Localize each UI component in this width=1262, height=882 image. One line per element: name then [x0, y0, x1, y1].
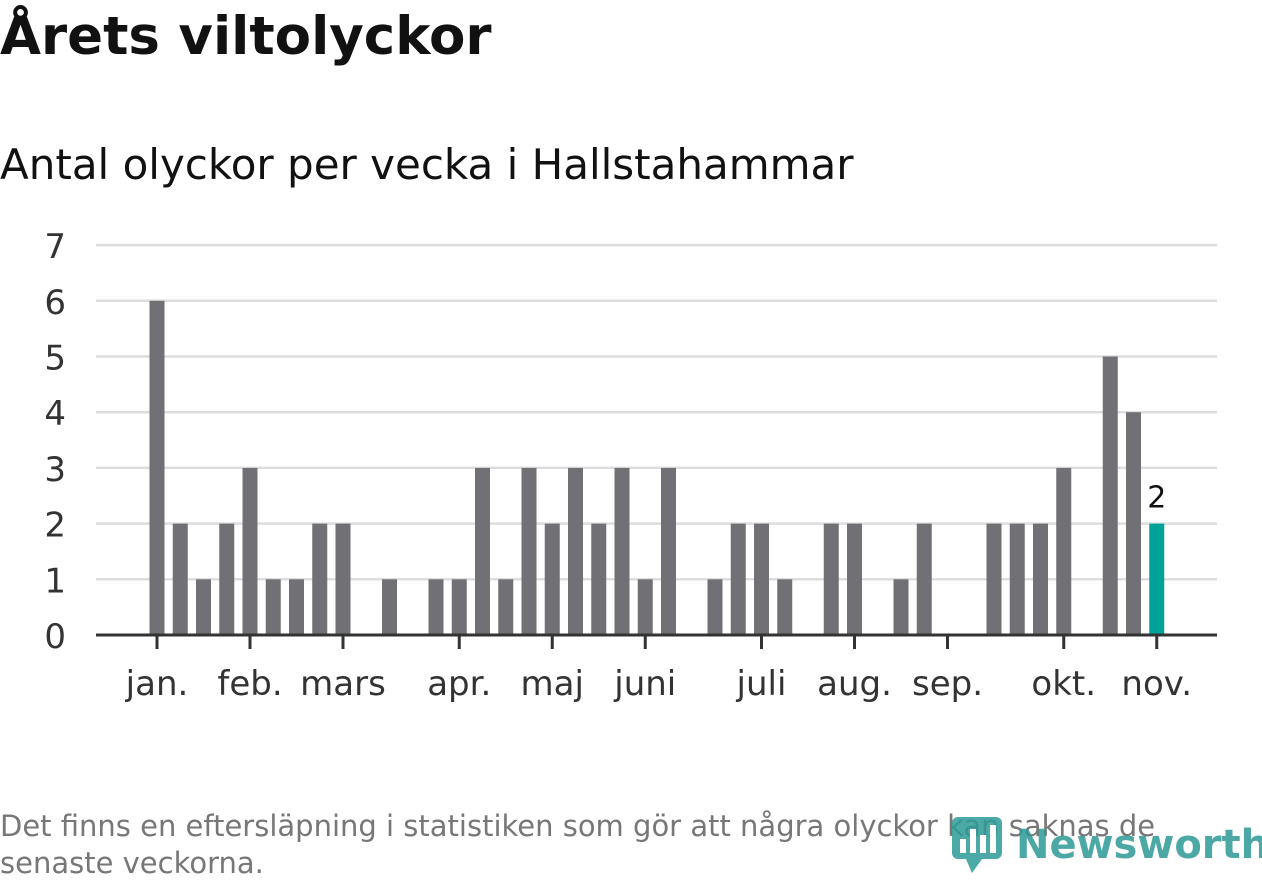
bar	[986, 523, 1002, 635]
y-tick-label: 6	[44, 283, 66, 323]
bar	[661, 467, 676, 635]
chart-subtitle: Antal olyckor per vecka i Hallstahammar	[0, 140, 854, 189]
bar	[730, 523, 746, 635]
y-tick-label: 3	[44, 450, 66, 490]
chart-title: Årets viltolyckor	[0, 6, 492, 67]
x-tick-label: sep.	[912, 664, 983, 704]
bar	[265, 579, 281, 635]
bar	[568, 467, 583, 635]
x-tick-label: maj	[521, 664, 584, 704]
x-tick-label: mars	[300, 664, 386, 704]
bar	[475, 467, 490, 635]
y-tick-label: 7	[44, 227, 66, 267]
bar	[823, 523, 839, 635]
x-tick-label: nov.	[1121, 664, 1192, 704]
y-tick-label: 4	[44, 394, 66, 434]
bar	[312, 523, 328, 635]
x-tick-label: aug.	[817, 664, 892, 704]
bar	[521, 467, 537, 635]
newsworthy-logo-text: Newsworthy	[1016, 822, 1262, 868]
x-tick-label: feb.	[217, 664, 282, 704]
bar-chart: 0 1 2 3 4 5 6 7 2 jan. feb. mars apr. maj juni juli aug.…	[44, 227, 1217, 704]
bar	[1033, 523, 1048, 635]
bar	[242, 467, 258, 635]
bar	[707, 579, 723, 635]
bar-highlight	[1149, 523, 1165, 635]
x-tick-label: juni	[613, 664, 676, 704]
bar	[219, 523, 235, 635]
newsworthy-logo-icon	[952, 817, 1002, 873]
bar	[498, 579, 514, 635]
bar	[847, 523, 862, 635]
bar	[335, 523, 351, 635]
y-tick-label: 0	[44, 617, 66, 657]
bar	[428, 579, 444, 635]
y-tick-label: 2	[44, 506, 66, 546]
x-tick-label: jan.	[125, 664, 189, 704]
data-label: 2	[1147, 481, 1166, 516]
bar	[916, 523, 932, 635]
bar	[149, 300, 165, 635]
bar	[1056, 467, 1072, 635]
x-tick-label: juli	[736, 664, 787, 704]
y-tick-label: 5	[44, 339, 66, 379]
bar	[451, 579, 467, 635]
newsworthy-logo: Newsworthy	[952, 817, 1262, 873]
bar	[637, 579, 653, 635]
bar	[893, 579, 909, 635]
bar	[754, 523, 769, 635]
bar	[289, 579, 304, 635]
bar	[591, 523, 607, 635]
bar	[1102, 356, 1118, 635]
bar	[1126, 412, 1141, 635]
bar	[777, 579, 793, 635]
bar	[196, 579, 211, 635]
bar	[614, 467, 630, 635]
bar	[1009, 523, 1025, 635]
bar	[172, 523, 188, 635]
y-tick-label: 1	[44, 561, 66, 601]
x-tick-label: apr.	[427, 664, 491, 704]
x-tick-label: okt.	[1031, 664, 1096, 704]
bar	[382, 579, 397, 635]
bar	[544, 523, 560, 635]
